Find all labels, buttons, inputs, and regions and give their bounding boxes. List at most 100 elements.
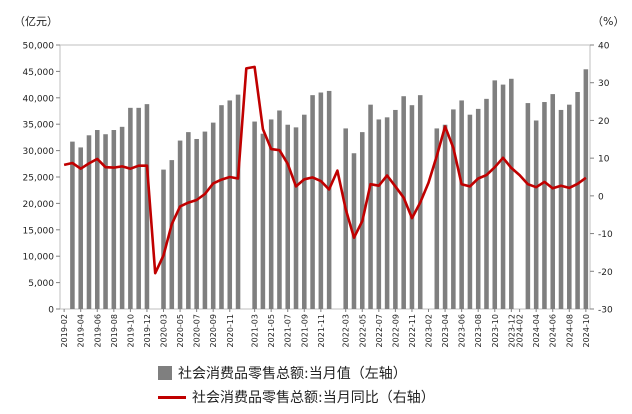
yoy-line [63, 65, 587, 275]
x-tick-label: 2019-02 [60, 314, 69, 347]
bar-2019-03 [70, 141, 75, 309]
right-tick-label: 30 [598, 79, 610, 89]
left-tick-label: 10,000 [23, 253, 55, 263]
bar-2021-11 [318, 92, 324, 310]
legend-item-bar: 社会消费品零售总额:当月值（左轴） [158, 363, 578, 383]
bar-2023-09 [484, 98, 489, 309]
bar-2020-10 [219, 105, 224, 309]
x-tick-label: 2021-03 [251, 314, 260, 347]
legend-bar-swatch [158, 366, 172, 380]
bar-2022-10 [401, 96, 406, 309]
x-tick-label: 2020-09 [209, 314, 218, 347]
bar-2019-10 [128, 107, 133, 309]
bar-2021-09 [302, 114, 307, 309]
bar-2021-08 [293, 127, 299, 309]
bar-2023-08 [475, 108, 481, 309]
bar-2024-09 [575, 91, 580, 309]
left-tick-label: 25,000 [23, 174, 55, 184]
legend-bar-label: 社会消费品零售总额:当月值（左轴） [178, 366, 407, 382]
x-tick-label: 2021-05 [267, 314, 276, 347]
legend-item-line: 社会消费品零售总额:当月同比（右轴） [158, 387, 578, 407]
x-tick-label: 2022-11 [408, 314, 417, 347]
x-tick-label: 2020-03 [160, 314, 169, 347]
bar-2020-11 [227, 100, 233, 309]
bar-2019-08 [111, 130, 117, 309]
bar-2022-06 [368, 104, 373, 309]
bar-2023-05 [451, 109, 456, 309]
bar-2024-03 [525, 103, 531, 309]
left-axis-unit: （亿元） [14, 15, 58, 28]
x-tick-label: 2023-10 [491, 314, 500, 347]
bar-2019-09 [119, 126, 125, 309]
right-tick-label: 40 [598, 42, 610, 52]
bar-2019-05 [86, 135, 92, 309]
bar-2023-07 [467, 114, 473, 309]
left-tick-label: 15,000 [23, 226, 55, 236]
left-tick-label: 50,000 [23, 42, 55, 52]
x-tick-label: 2021-07 [284, 314, 293, 347]
left-tick-label: 5,000 [28, 279, 54, 289]
bar-2020-04 [169, 160, 175, 309]
bar-2024-05 [542, 102, 547, 309]
line-series [63, 65, 587, 275]
x-tick-label: 2024-02 [516, 314, 525, 347]
x-tick-label: 2023-02 [425, 314, 434, 347]
bar-2021-07 [285, 124, 291, 309]
x-tick-label: 2019-04 [77, 314, 86, 347]
bar-2019-06 [94, 130, 100, 309]
bar-2020-09 [210, 122, 216, 309]
bar-2024-06 [550, 94, 556, 309]
bar-2022-07 [376, 119, 382, 309]
bar-2023-03 [434, 128, 440, 309]
bar-2021-10 [310, 95, 315, 309]
right-tick-label: -20 [598, 268, 613, 278]
bar-2020-12 [235, 94, 241, 310]
bar-2021-06 [277, 110, 282, 309]
left-tick-label: 20,000 [23, 200, 55, 210]
bar-2020-08 [202, 131, 208, 309]
legend-line-label: 社会消费品零售总额:当月同比（右轴） [192, 390, 435, 406]
right-tick-label: 10 [598, 155, 610, 165]
bar-2024-07 [558, 109, 564, 309]
x-tick-label: 2020-05 [176, 314, 185, 347]
bar-2024-08 [567, 104, 572, 309]
legend-line-swatch [158, 395, 186, 399]
x-tick-label: 2024-06 [549, 314, 558, 347]
bar-2023-04 [442, 124, 448, 309]
right-axis-unit: （%） [592, 15, 625, 28]
x-tick-label: 2024-10 [582, 314, 591, 347]
bar-2022-11 [409, 105, 415, 309]
bar-2021-12 [326, 90, 332, 309]
bar-2024-04 [533, 120, 539, 309]
x-tick-label: 2023-08 [474, 314, 483, 347]
left-tick-label: 35,000 [23, 121, 55, 131]
left-tick-label: 30,000 [23, 147, 55, 157]
bar-2020-03 [161, 169, 166, 309]
x-tick-label: 2024-04 [532, 314, 541, 347]
bar-2024-10 [583, 69, 589, 310]
x-tick-label: 2020-11 [226, 314, 235, 347]
bar-2021-03 [252, 121, 257, 309]
x-tick-label: 2022-09 [391, 314, 400, 347]
x-tick-label: 2019-12 [143, 314, 152, 347]
x-tick-label: 2019-08 [110, 314, 119, 347]
bar-2020-07 [194, 138, 199, 309]
bar-2019-04 [78, 147, 83, 309]
left-tick-label: 45,000 [23, 68, 55, 78]
right-tick-label: 0 [598, 192, 604, 202]
bar-2019-07 [103, 134, 108, 309]
bar-2020-06 [186, 132, 191, 309]
bar-2022-09 [393, 109, 398, 309]
x-tick-label: 2023-12 [507, 314, 516, 347]
x-tick-label: 2023-06 [458, 314, 467, 347]
left-tick-label: 0 [48, 306, 54, 316]
bar-2022-08 [384, 117, 390, 309]
x-tick-label: 2019-06 [93, 314, 102, 347]
right-tick-label: -30 [598, 306, 613, 316]
bar-2023-06 [459, 100, 464, 309]
bar-2019-11 [136, 107, 141, 309]
bar-2020-05 [177, 140, 183, 309]
x-tick-label: 2021-11 [317, 314, 326, 347]
x-tick-label: 2021-09 [300, 314, 309, 347]
